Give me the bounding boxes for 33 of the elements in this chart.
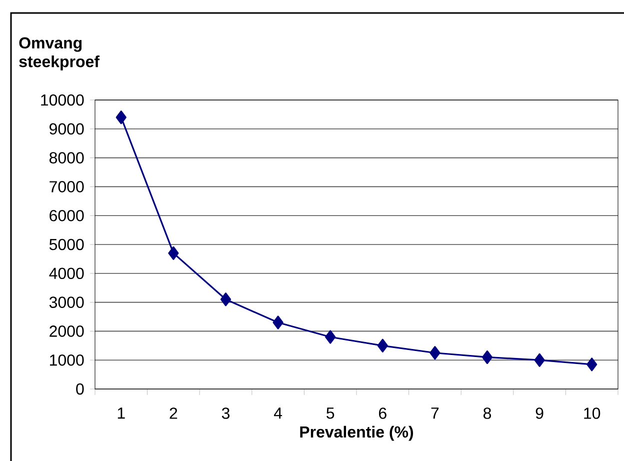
point: [116, 110, 126, 124]
y-tick-label: 0: [76, 383, 84, 395]
x-tick-label: 4: [274, 408, 282, 419]
y-tick-label: 7000: [50, 181, 84, 192]
y-tick-label: 9000: [50, 123, 84, 135]
point: [325, 330, 336, 344]
x-tick-label: 6: [379, 408, 386, 419]
x-tick-label: 1: [118, 408, 125, 419]
x-tick-label: 9: [536, 408, 544, 419]
point: [534, 353, 545, 367]
x-axis-title: Prevalentie (%): [300, 426, 414, 441]
y-tick-label: 1000: [50, 354, 84, 366]
y-tick-label: 5000: [49, 238, 84, 250]
y-tick-label: 10000: [41, 94, 84, 106]
y-tick-label: 2000: [50, 326, 84, 337]
y-axis-title: Omvang steekproef: [19, 37, 100, 70]
point: [168, 246, 179, 260]
y-tick-label: 3000: [49, 296, 84, 308]
point: [482, 350, 493, 364]
x-tick-label: 8: [483, 408, 491, 419]
point: [220, 292, 232, 306]
x-tick-label: 7: [431, 408, 439, 419]
point: [272, 316, 284, 330]
x-tick-label: 5: [326, 408, 334, 419]
x-tick-label: 2: [170, 408, 178, 419]
y-tick-label: 6000: [50, 210, 84, 222]
y-tick-label: 4000: [49, 268, 84, 280]
point: [586, 358, 598, 372]
point: [430, 346, 440, 360]
x-tick-label: 3: [222, 408, 230, 419]
point: [377, 338, 388, 352]
x-tick-label: 10: [584, 408, 600, 419]
y-tick-label: 8000: [50, 152, 84, 164]
